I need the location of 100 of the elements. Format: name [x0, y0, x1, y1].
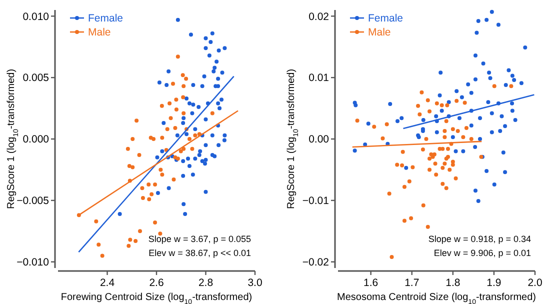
point: [100, 254, 104, 258]
point: [387, 192, 392, 196]
point: [150, 192, 154, 196]
x-tick-label: 1.7: [404, 277, 420, 289]
point: [440, 146, 445, 151]
point: [462, 100, 467, 105]
point: [193, 133, 198, 138]
point: [410, 165, 415, 170]
point: [428, 156, 432, 161]
point: [372, 124, 376, 129]
point: [464, 126, 468, 130]
point: [492, 84, 496, 88]
point: [140, 196, 145, 200]
point: [182, 111, 186, 116]
point: [426, 98, 430, 102]
point: [176, 54, 180, 59]
point: [456, 129, 460, 134]
legend-label: Female: [368, 12, 404, 25]
point: [182, 84, 186, 88]
point: [147, 197, 152, 202]
y-tick-label: −0.02: [302, 256, 330, 269]
point: [146, 182, 151, 186]
x-tick-label: 3.0: [248, 277, 262, 289]
point: [444, 186, 448, 190]
point: [168, 101, 172, 106]
point: [400, 150, 405, 154]
point: [153, 182, 158, 186]
point: [173, 126, 178, 130]
point: [380, 136, 385, 140]
point: [450, 160, 455, 164]
point: [400, 163, 404, 168]
x-tick-label: 2.4: [100, 277, 115, 289]
point: [165, 127, 170, 132]
point: [469, 137, 474, 141]
y-tick-label: 0.000: [22, 134, 50, 146]
annotation: Slope w = 3.67, p = 0.055: [148, 234, 251, 244]
legend-label: Male: [88, 26, 111, 39]
point: [442, 129, 447, 134]
point: [445, 103, 450, 108]
point: [158, 168, 163, 172]
point: [420, 147, 425, 152]
point: [172, 178, 176, 182]
annotation: Elev w = 38.67, p << 0.01: [148, 248, 251, 258]
y-tick-label: 0.00: [308, 134, 330, 146]
legend-label: Male: [368, 26, 391, 39]
point: [355, 118, 360, 123]
point: [428, 109, 432, 114]
x-tick-label: 1.8: [446, 277, 460, 289]
point: [130, 165, 135, 170]
y-tick-label: −0.010: [16, 256, 50, 269]
point: [137, 152, 142, 157]
point: [168, 116, 173, 120]
point: [181, 95, 186, 100]
y-tick-label: 0.02: [308, 10, 330, 23]
point: [210, 111, 214, 116]
point: [418, 112, 422, 116]
point: [395, 162, 400, 167]
annotation: Slope w = 0.918, p = 0.34: [428, 234, 531, 244]
point: [130, 137, 135, 141]
point: [160, 104, 164, 108]
point: [420, 90, 424, 94]
point: [450, 162, 455, 167]
point: [440, 182, 445, 186]
point: [182, 146, 186, 151]
legend-label: Female: [88, 12, 124, 25]
point: [138, 229, 142, 234]
point: [180, 73, 185, 78]
y-tick-label: 0.005: [22, 72, 50, 84]
x-axis-title: Mesosoma Centroid Size (log$_{10}$-transformed): [337, 292, 536, 304]
point: [96, 242, 101, 247]
x-tick-label: 1.6: [364, 277, 378, 289]
point: [171, 82, 175, 86]
point: [152, 137, 156, 141]
point: [434, 172, 438, 177]
point: [434, 101, 439, 106]
point: [190, 146, 194, 151]
x-tick-label: 2.0: [528, 277, 542, 289]
point: [128, 238, 132, 242]
y-tick-label: 0.010: [22, 10, 50, 23]
point: [454, 176, 458, 180]
point: [442, 135, 447, 140]
point: [174, 108, 178, 112]
point: [402, 218, 406, 223]
point: [407, 179, 412, 184]
point: [426, 224, 430, 229]
y-tick-label: −0.005: [16, 195, 50, 208]
point: [178, 149, 183, 154]
x-tick-label: 1.9: [486, 277, 502, 289]
point: [433, 162, 438, 166]
point: [174, 98, 178, 102]
point: [126, 146, 130, 151]
annotation: Elev w = 9.906, p = 0.01: [434, 248, 531, 258]
point: [424, 137, 428, 141]
point: [134, 238, 138, 243]
point: [461, 135, 466, 140]
point: [384, 122, 389, 126]
point: [454, 98, 459, 103]
x-axis-title: Forewing Centroid Size (log$_{10}$-transformed): [60, 292, 252, 304]
point: [184, 76, 188, 81]
point: [390, 254, 394, 259]
